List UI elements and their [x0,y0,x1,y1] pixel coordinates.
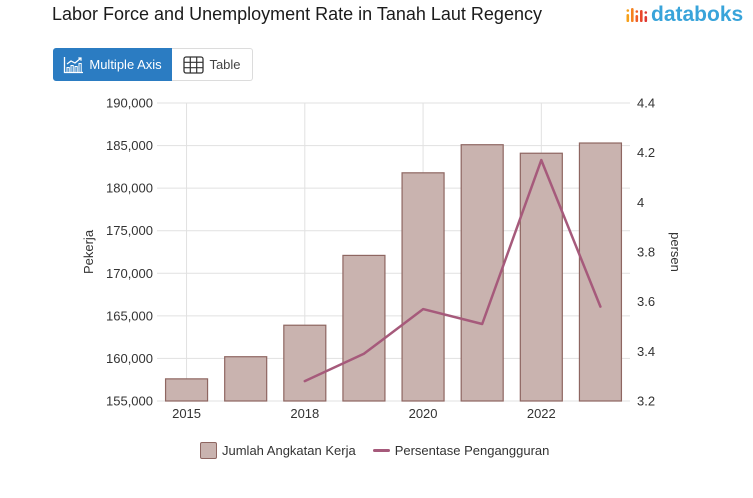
bar-2015[interactable] [164,378,209,402]
chart-plot-area: 155,000 160,000 165,000 170,000 175,000 180,0… [81,96,683,422]
labor-force-bars [164,142,623,402]
axis-tick-labels: 155,000 160,000 165,000 170,000 175,000 180,0… [106,96,655,422]
bar-2018[interactable] [283,324,327,402]
multiple-axis-button[interactable]: Multiple Axis [53,48,172,81]
right-axis-tick-label: 3.6 [637,294,655,309]
brand-name: databoks [651,3,744,26]
bar-2020[interactable] [401,172,445,402]
bar-2021[interactable] [460,144,504,402]
left-axis-title: Pekerja [81,229,96,274]
right-axis-tick-label: 4.4 [637,96,655,111]
right-axis-tick-label: 3.8 [637,245,655,260]
legend-item-unemployment[interactable]: Persentase Pengangguran [372,442,550,458]
right-axis-tick-label: 3.2 [637,394,655,409]
view-toggle: Multiple Axis Table [53,48,253,81]
right-axis-tick-label: 3.4 [637,344,655,359]
x-axis-tick-label: 2015 [172,406,201,421]
left-axis-tick-label: 190,000 [106,96,153,111]
multiple-axis-label: Multiple Axis [89,57,162,72]
x-axis-tick-label: 2018 [290,406,319,421]
legend-item-labor-force[interactable]: Jumlah Angkatan Kerja [200,441,356,459]
legend-bar-swatch [200,441,217,459]
multiple-axis-chart-icon [64,56,84,73]
table-label: Table [209,57,241,72]
left-axis-tick-label: 170,000 [106,266,153,281]
table-button[interactable]: Table [172,48,253,81]
left-axis-tick-label: 155,000 [106,394,153,409]
legend-label-labor-force: Jumlah Angkatan Kerja [222,442,356,458]
left-axis-tick-label: 175,000 [106,223,153,238]
databoks-logo-icon [626,8,648,22]
unemployment-rate-line[interactable] [303,158,602,383]
left-axis-tick-label: 180,000 [106,181,153,196]
x-axis-tick-label: 2022 [527,406,556,421]
left-axis-tick-label: 160,000 [106,351,153,366]
unemployment-point-2018[interactable] [301,377,309,385]
bar-2022[interactable] [519,152,563,402]
x-axis-tick-label: 2020 [409,406,438,421]
legend: Jumlah Angkatan Kerja Persentase Pengang… [200,441,566,459]
unemployment-point-2022[interactable] [537,156,545,164]
right-axis-tick-label: 4.2 [637,145,655,160]
unemployment-point-2021[interactable] [478,320,486,328]
table-grid-icon [183,55,205,74]
unemployment-point-2023[interactable] [596,303,604,311]
left-axis-tick-label: 185,000 [106,138,153,153]
unemployment-point-2020[interactable] [419,305,427,313]
chart-title: Labor Force and Unemployment Rate in Tan… [52,4,542,24]
unemployment-line-series [301,156,604,385]
unemployment-point-2019[interactable] [360,350,368,358]
legend-line-swatch [372,448,390,452]
bar-2019[interactable] [342,254,386,402]
right-axis-tick-label: 4 [637,195,644,210]
left-axis-tick-label: 165,000 [106,308,153,323]
bar-2017[interactable] [224,356,268,402]
legend-label-unemployment: Persentase Pengangguran [394,442,550,458]
right-axis-title: persen [668,232,683,272]
brand-logo[interactable]: databoks [626,3,743,27]
